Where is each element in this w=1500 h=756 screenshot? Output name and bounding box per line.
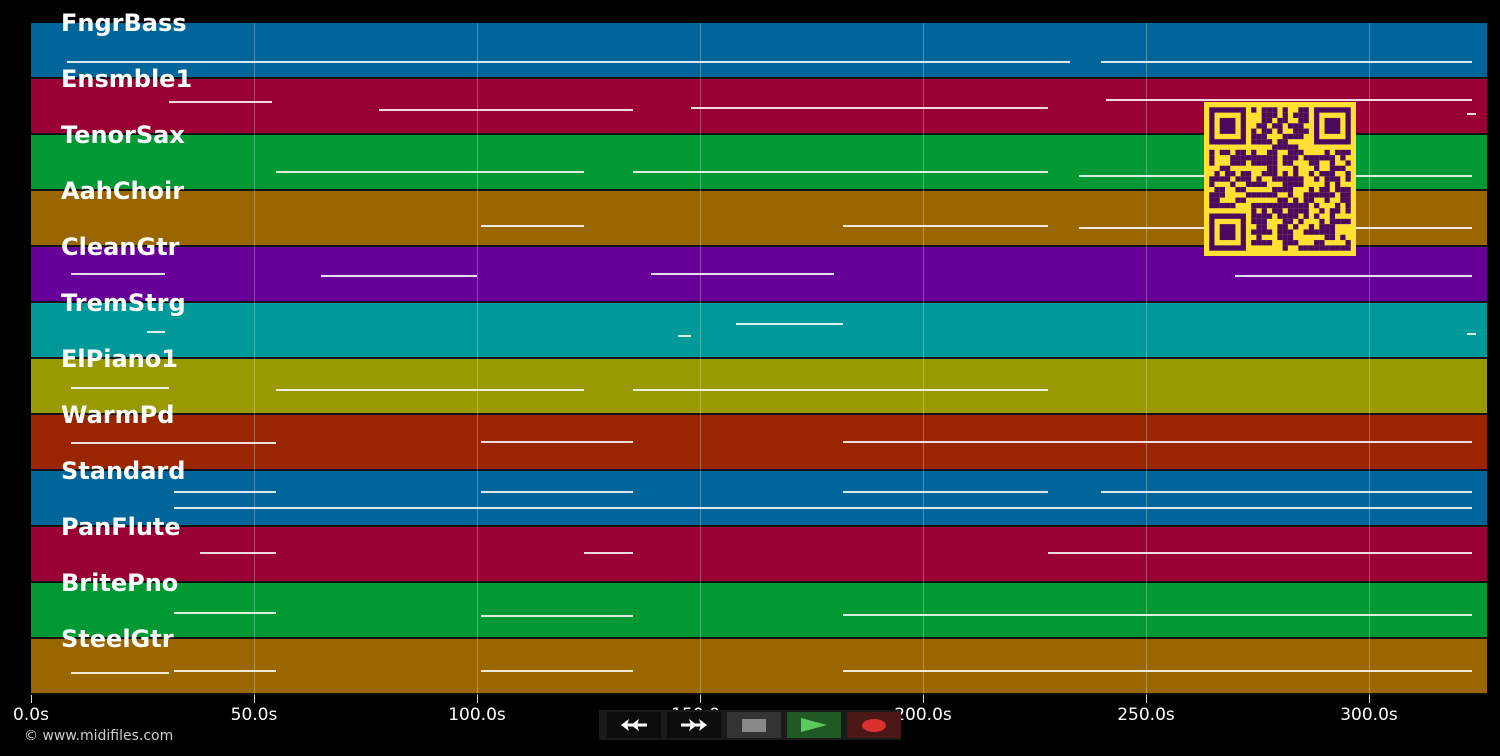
rewind-icon — [621, 719, 647, 731]
axis-tick — [477, 695, 478, 703]
note-strip — [320, 275, 477, 277]
note-strip — [1235, 275, 1472, 277]
track-britepno: BritePno — [31, 569, 1487, 639]
note-strip — [1047, 552, 1472, 554]
note-strip — [691, 107, 1048, 109]
note-strip — [842, 491, 1048, 493]
track-cleangtr: CleanGtr — [31, 233, 1487, 303]
note-strip — [276, 171, 585, 173]
grid-line — [1369, 23, 1370, 695]
grid-line — [700, 23, 701, 695]
track-label: ElPiano1 — [61, 345, 178, 373]
axis-tick-label: 250.0s — [1117, 705, 1175, 725]
fast-forward-icon — [681, 719, 707, 731]
note-strip — [200, 552, 277, 554]
track-panflute: PanFlute — [31, 513, 1487, 583]
note-strip — [169, 101, 272, 103]
rewind-button[interactable] — [607, 712, 661, 738]
play-button[interactable] — [787, 712, 841, 738]
note-strip — [481, 670, 634, 672]
track-elpiano1: ElPiano1 — [31, 345, 1487, 415]
note-strip — [1467, 113, 1477, 115]
copyright-text: © www.midifiles.com — [24, 728, 174, 744]
note-strip — [71, 672, 170, 674]
axis-tick-label: 300.0s — [1340, 705, 1398, 725]
note-strip — [650, 273, 834, 275]
record-icon — [862, 718, 886, 732]
fast-forward-button[interactable] — [667, 712, 721, 738]
axis-tick — [1369, 695, 1370, 703]
axis-tick-label: 50.0s — [230, 705, 278, 725]
note-strip — [71, 442, 277, 444]
axis-tick — [1146, 695, 1147, 703]
note-strip — [71, 387, 170, 389]
axis-tick-label: 0.0s — [13, 705, 49, 725]
transport-controls — [599, 710, 901, 740]
axis-tick-label: 200.0s — [894, 705, 952, 725]
note-strip — [842, 670, 1472, 672]
note-strip — [71, 273, 165, 275]
note-strip — [584, 552, 634, 554]
grid-line — [923, 23, 924, 695]
note-strip — [633, 389, 1048, 391]
track-fngrbass: FngrBass — [31, 9, 1487, 79]
track-label: AahChoir — [61, 177, 185, 205]
note-strip — [481, 225, 585, 227]
note-strip — [173, 507, 1472, 509]
axis-tick — [923, 695, 924, 703]
track-label: PanFlute — [61, 513, 181, 541]
track-label: TremStrg — [61, 289, 186, 317]
grid-line — [1146, 23, 1147, 695]
play-icon — [801, 718, 827, 732]
stop-icon — [742, 718, 766, 732]
track-label: Standard — [61, 457, 186, 485]
qr-code — [1204, 102, 1356, 256]
note-strip — [842, 225, 1048, 227]
axis-tick-label: 100.0s — [448, 705, 506, 725]
track-label: CleanGtr — [61, 233, 180, 261]
track-label: WarmPd — [61, 401, 175, 429]
track-label: Ensmble1 — [61, 65, 193, 93]
track-label: BritePno — [61, 569, 179, 597]
track-standard: Standard — [31, 457, 1487, 527]
track-tremstrg: TremStrg — [31, 289, 1487, 359]
axis-tick — [254, 695, 255, 703]
axis-tick — [31, 695, 32, 703]
track-warmpd: WarmPd — [31, 401, 1487, 471]
grid-line — [254, 23, 255, 695]
note-strip — [481, 441, 634, 443]
track-label: TenorSax — [61, 121, 185, 149]
note-strip — [735, 323, 843, 325]
note-strip — [1101, 491, 1472, 493]
track-label: SteelGtr — [61, 625, 174, 653]
note-strip — [842, 614, 1472, 616]
note-strip — [481, 615, 634, 617]
note-strip — [842, 441, 1472, 443]
note-strip — [173, 491, 277, 493]
note-strip — [173, 612, 277, 614]
note-strip — [677, 335, 692, 337]
note-strip — [146, 331, 165, 333]
track-steelgtr: SteelGtr — [31, 625, 1487, 695]
note-strip — [66, 61, 1071, 63]
note-strip — [173, 670, 277, 672]
axis-tick — [700, 695, 701, 703]
note-strip — [481, 491, 634, 493]
note-strip — [1105, 99, 1472, 101]
note-strip — [1101, 61, 1472, 63]
grid-line — [477, 23, 478, 695]
note-strip — [276, 389, 585, 391]
track-label: FngrBass — [61, 9, 187, 37]
note-strip — [633, 171, 1048, 173]
stop-button[interactable] — [727, 712, 781, 738]
record-button[interactable] — [847, 712, 901, 738]
note-strip — [378, 109, 634, 111]
note-strip — [1467, 333, 1477, 335]
